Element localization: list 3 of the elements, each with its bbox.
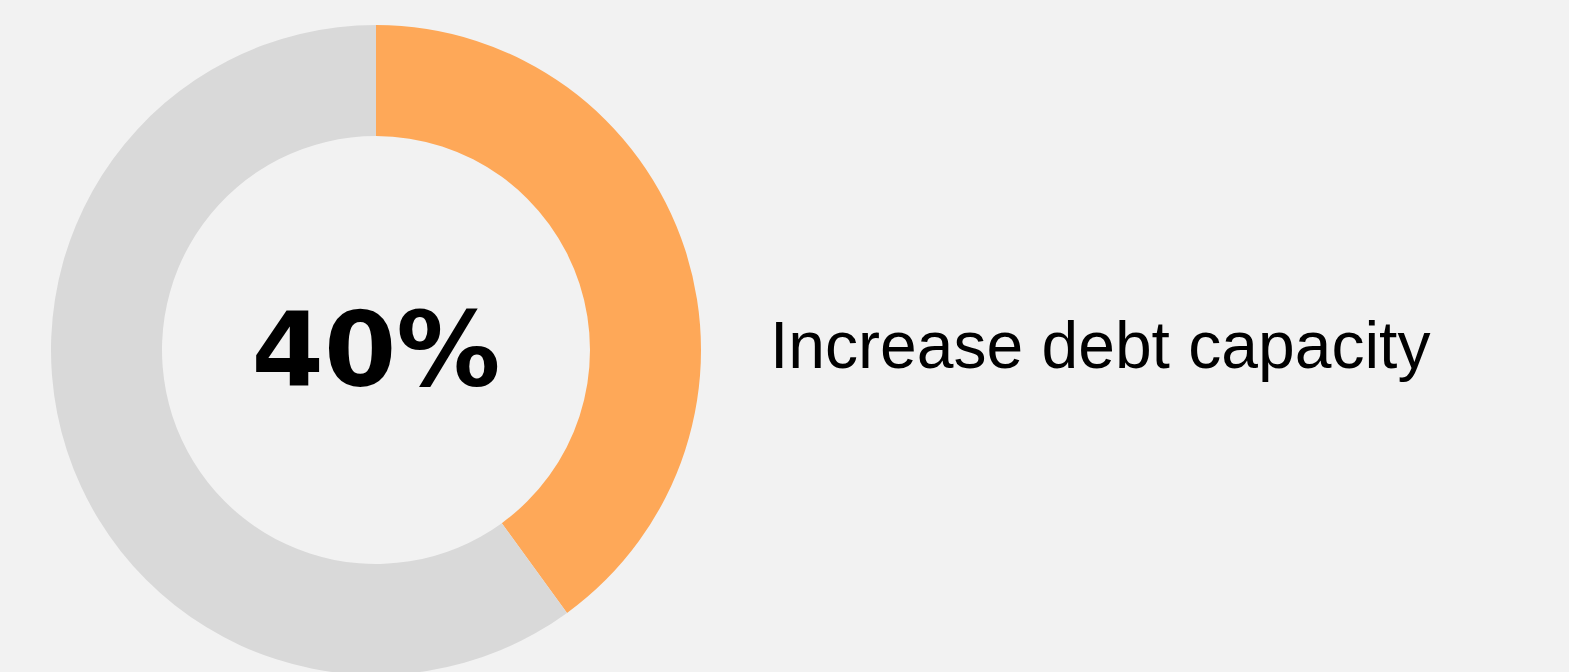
donut-slice — [51, 25, 568, 672]
data-label: 40% — [251, 289, 501, 411]
text: Increase debt capacity — [770, 307, 1431, 383]
